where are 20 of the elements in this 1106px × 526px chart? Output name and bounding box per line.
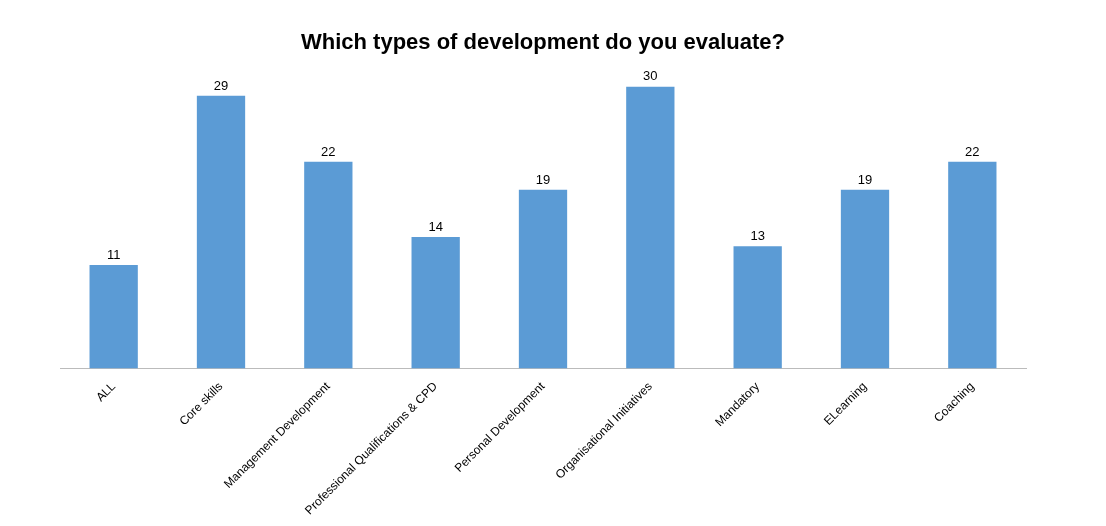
bar (196, 95, 246, 369)
data-label: 11 (106, 247, 121, 263)
data-label: 22 (321, 143, 336, 159)
x-tick-label: ALL (93, 378, 119, 405)
bar (304, 161, 353, 369)
bar (89, 265, 138, 369)
chart-title: Which types of development do you evaluate? (300, 29, 786, 55)
bar (948, 161, 997, 369)
bar (840, 189, 890, 369)
data-label: 22 (965, 143, 980, 159)
data-label: 19 (857, 171, 873, 187)
data-label: 30 (643, 68, 658, 84)
bar (411, 236, 460, 369)
data-label: 19 (535, 171, 551, 187)
bar (518, 189, 568, 369)
bar (733, 246, 782, 369)
data-label: 29 (213, 77, 229, 93)
bar (626, 86, 675, 369)
data-label: 13 (750, 228, 765, 244)
data-label: 14 (428, 218, 443, 234)
